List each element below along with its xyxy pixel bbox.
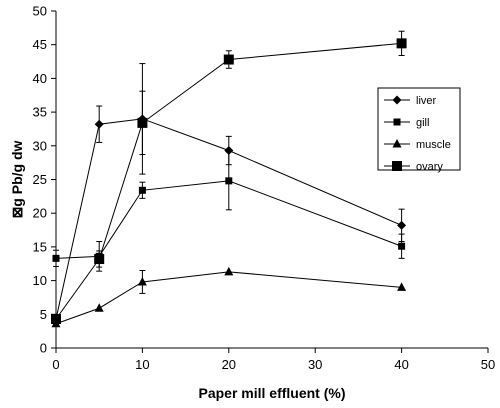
legend-marker: [392, 95, 402, 105]
legend-box: [377, 87, 461, 171]
y-tick-label: 15: [33, 239, 47, 254]
x-tick-label: 30: [308, 357, 322, 372]
data-point-ovary: [51, 314, 61, 325]
series-gill: [52, 151, 406, 272]
y-tick-label: 30: [33, 138, 47, 153]
data-point-muscle: [94, 303, 104, 312]
data-point-gill: [52, 254, 60, 262]
x-tick-label: 10: [135, 357, 149, 372]
x-tick-label: 20: [222, 357, 236, 372]
legend-marker: [392, 139, 402, 148]
x-tick-label: 0: [52, 357, 59, 372]
y-tick-label: 20: [33, 206, 47, 221]
data-point-muscle: [137, 276, 147, 286]
x-tick-label: 50: [481, 357, 495, 372]
data-point-liver: [94, 119, 104, 129]
data-point-gill: [138, 186, 146, 194]
series-line-muscle: [55, 271, 402, 325]
legend-label: liver: [416, 95, 437, 107]
legend-item-ovary: ovary: [384, 161, 443, 173]
x-tick-label: 40: [394, 357, 408, 372]
legend-item-muscle: muscle: [384, 139, 451, 151]
data-point-ovary: [137, 117, 148, 128]
data-point-ovary: [223, 54, 234, 65]
y-axis-ticks: 0 5 10 15 20 25 30 35 40 45 50: [33, 4, 56, 356]
data-point-ovary: [396, 38, 407, 49]
data-point-ovary: [94, 254, 105, 265]
data-point-gill: [398, 242, 406, 250]
x-axis-title: Paper mill effluent (%): [198, 385, 345, 401]
data-point-liver: [397, 220, 407, 230]
y-tick-label: 25: [33, 172, 47, 187]
data-point-muscle: [224, 266, 234, 276]
series-ovary: [51, 30, 407, 325]
x-axis-ticks: 0 10 20 30 40 50: [52, 348, 495, 372]
series-muscle: [51, 266, 407, 328]
y-tick-label: 50: [33, 4, 47, 19]
legend: liver gill muscle ovary: [377, 87, 461, 173]
y-tick-label: 35: [33, 105, 47, 120]
y-tick-label: 10: [33, 273, 47, 288]
legend-marker: [392, 161, 402, 171]
data-point-gill: [225, 177, 233, 185]
legend-label: muscle: [416, 139, 451, 151]
y-tick-label: 40: [33, 71, 47, 86]
legend-label: gill: [416, 117, 429, 129]
y-axis-title: ⊠g Pb/g dw: [9, 140, 25, 218]
y-tick-label: 45: [33, 37, 47, 52]
data-point-liver: [224, 146, 234, 156]
plot-area: 0 5 10 15 20 25 30 35 40 45 50 0 10 20 30 40 50: [33, 4, 496, 373]
data-point-muscle: [397, 282, 407, 291]
legend-item-gill: gill: [384, 117, 429, 129]
legend-label: ovary: [416, 161, 443, 173]
y-tick-label: 0: [40, 341, 47, 356]
series-layer: [51, 30, 407, 328]
legend-item-liver: liver: [384, 95, 437, 107]
legend-marker: [393, 118, 401, 126]
y-tick-label: 5: [40, 307, 47, 322]
